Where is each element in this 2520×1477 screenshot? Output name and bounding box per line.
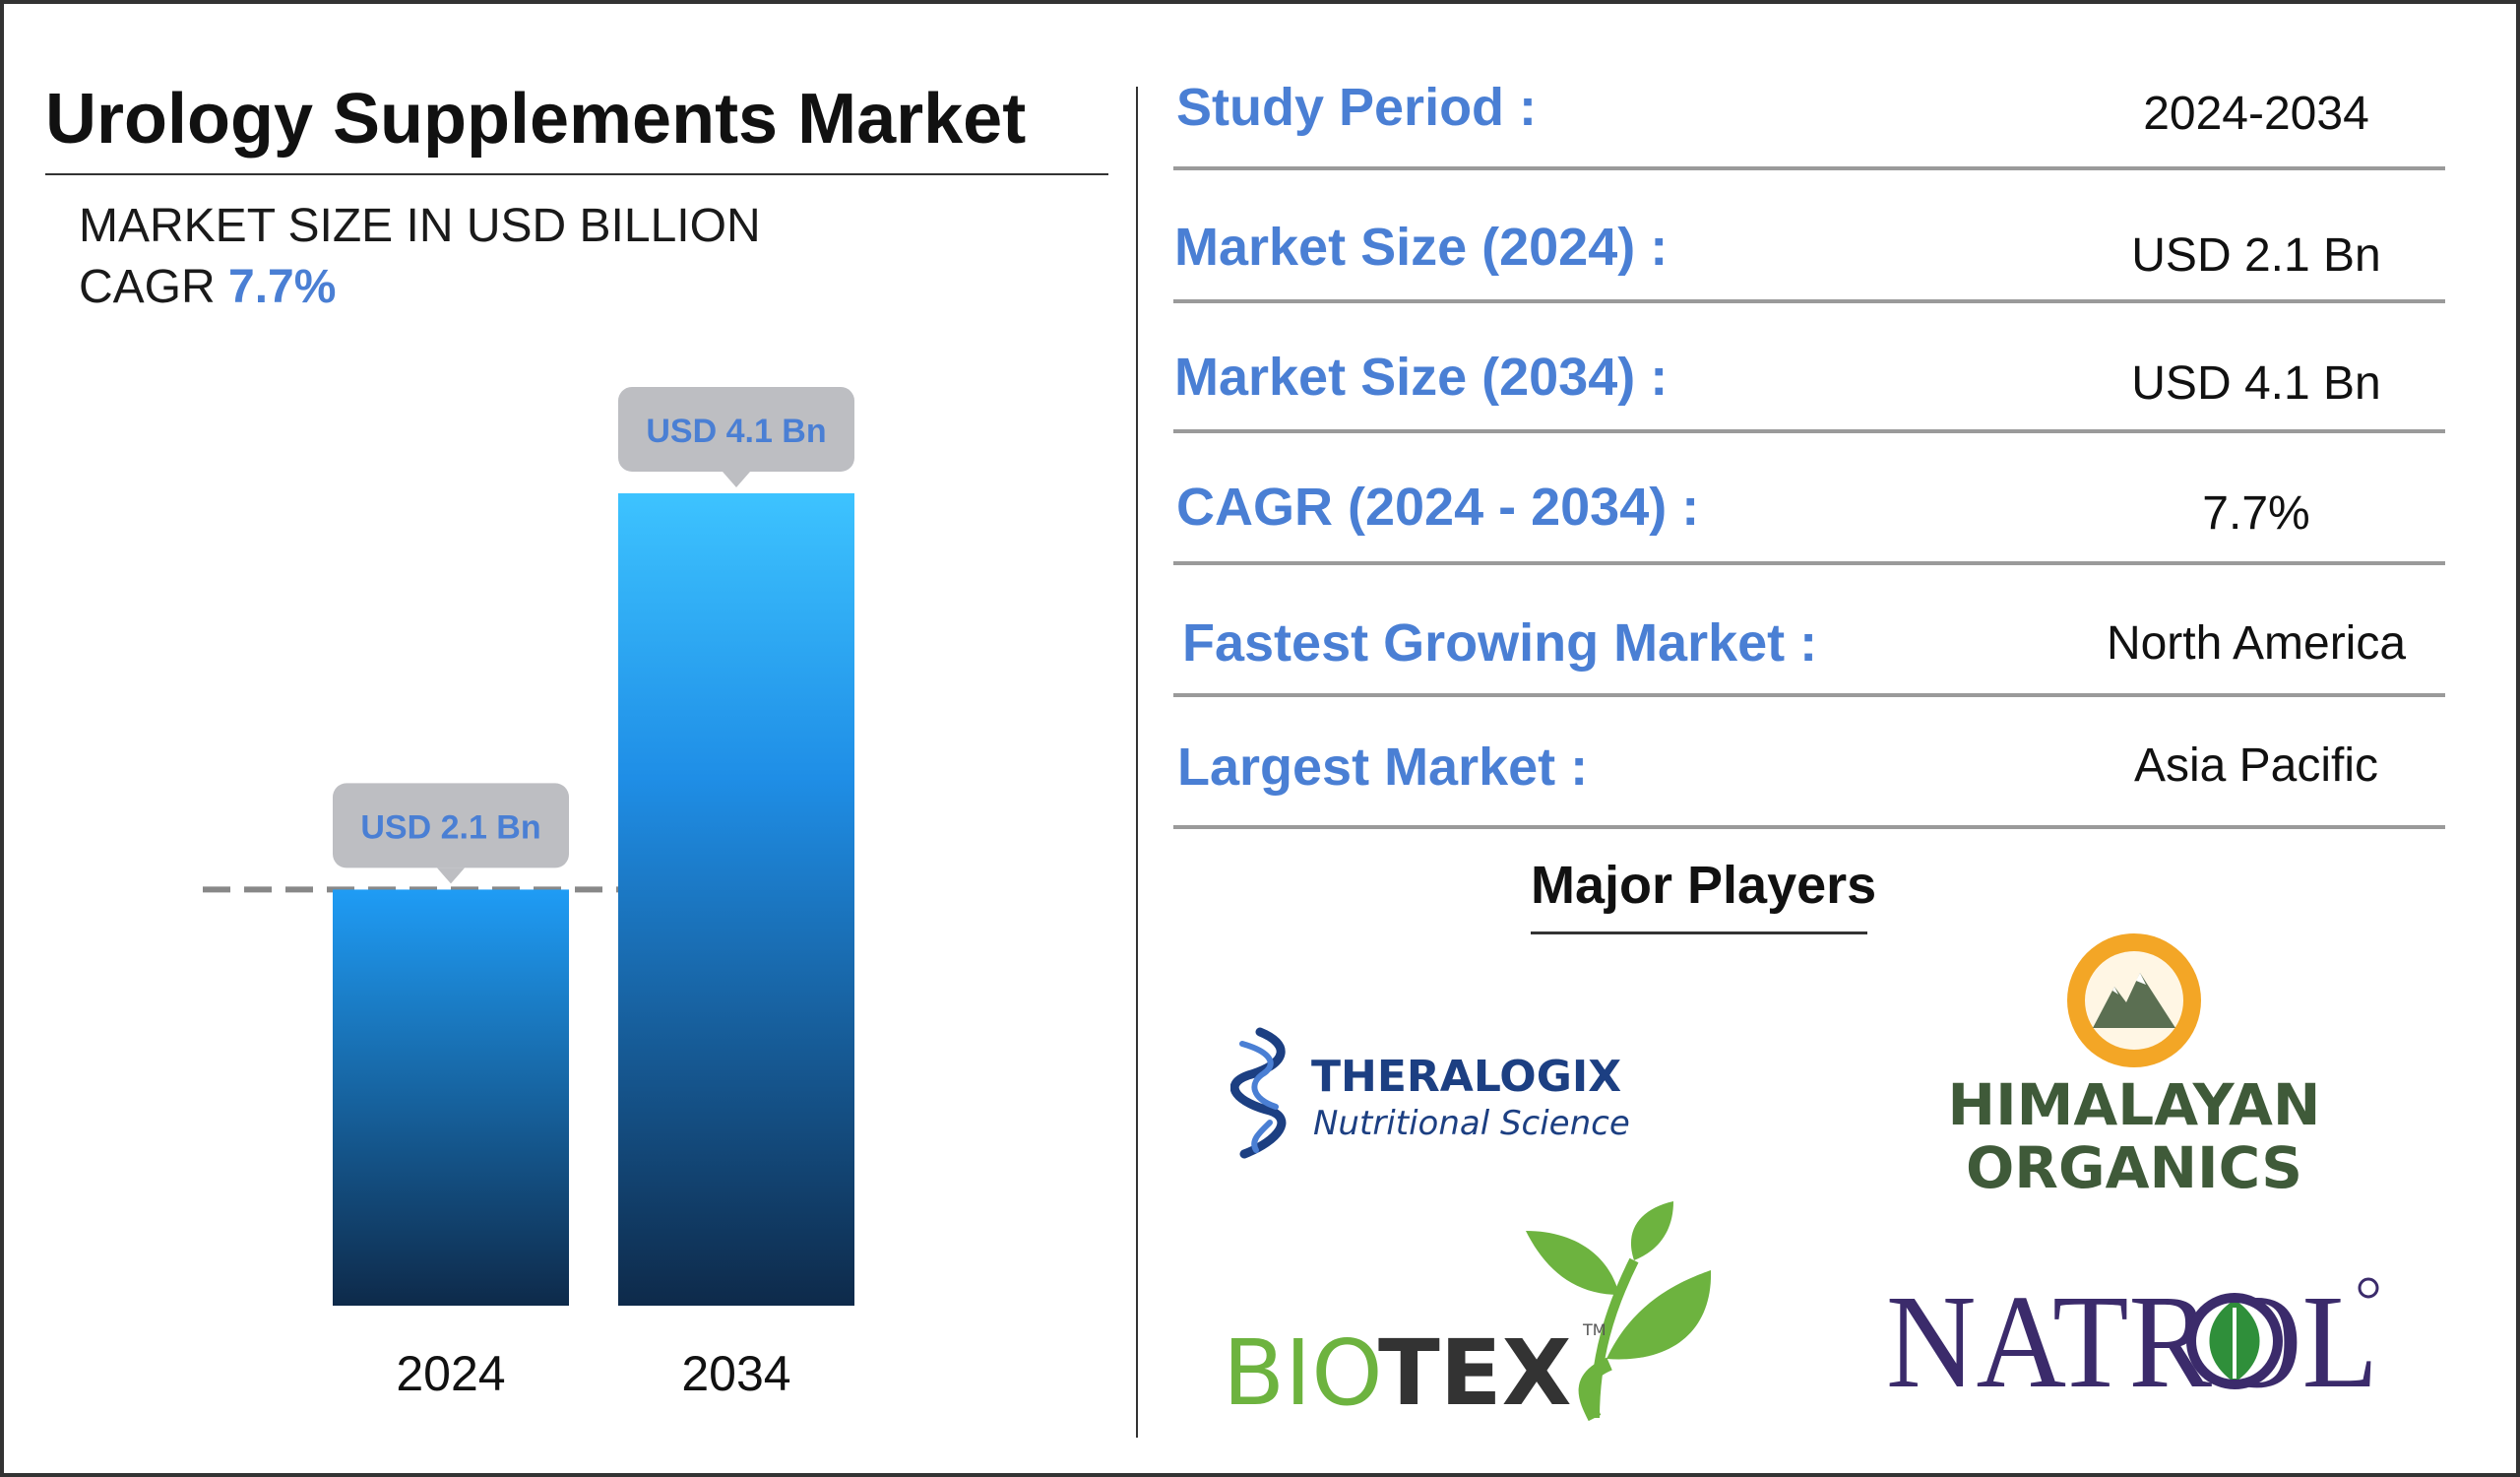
biotex-logo: BIO TEX TM	[1223, 1201, 1712, 1426]
stat-divider	[1173, 429, 2445, 433]
data-label: USD 4.1 Bn	[646, 413, 826, 450]
stat-value-market-size-2034: USD 4.1 Bn	[2131, 357, 2381, 410]
himalayan-line2: ORGANICS	[1966, 1134, 2302, 1201]
stat-divider	[1173, 166, 2445, 170]
major-players-title: Major Players	[1531, 856, 1877, 915]
data-label-callout: USD 2.1 Bn	[333, 783, 569, 884]
leaf-sprout-icon	[1526, 1201, 1712, 1422]
stat-label-largest-market: Largest Market :	[1177, 738, 1589, 797]
biotex-trademark: TM	[1582, 1320, 1606, 1339]
leaf-icon	[2186, 1293, 2283, 1389]
cagr-label: CAGR	[79, 261, 229, 313]
page-title: Urology Supplements Market	[45, 80, 1027, 159]
stat-divider	[1173, 825, 2445, 829]
chart-subtitle: MARKET SIZE IN USD BILLION	[79, 200, 761, 252]
himalayan-organics-logo: HIMALAYAN ORGANICS	[1948, 933, 2321, 1201]
stat-value-fastest-growing: North America	[2106, 617, 2407, 670]
stat-label-market-size-2034: Market Size (2034) :	[1174, 348, 1669, 407]
stat-label-cagr: CAGR (2024 - 2034) :	[1176, 478, 1700, 537]
stat-divider	[1173, 693, 2445, 697]
dna-helix-icon	[1230, 1027, 1287, 1159]
category-label: 2034	[681, 1346, 790, 1401]
vertical-divider	[1136, 87, 1138, 1438]
bar-chart: USD 2.1 Bn 2024 USD 4.1 Bn 2034	[203, 386, 858, 1401]
data-label: USD 2.1 Bn	[360, 808, 540, 846]
stat-label-market-size-2024: Market Size (2024) :	[1174, 218, 1669, 277]
mountain-badge-icon	[2067, 933, 2201, 1067]
biotex-part1: BIO	[1223, 1320, 1383, 1426]
stat-divider	[1173, 299, 2445, 303]
theralogix-name: THERALOGIX	[1311, 1052, 1621, 1102]
stat-value-market-size-2024: USD 2.1 Bn	[2131, 229, 2381, 282]
stat-label-study-period: Study Period :	[1176, 78, 1538, 137]
major-players-underline	[1531, 931, 1867, 934]
stat-divider	[1173, 561, 2445, 565]
registered-mark-icon	[2358, 1277, 2379, 1299]
bar-2034	[618, 492, 854, 1306]
cagr-value: 7.7%	[228, 261, 337, 313]
biotex-part2: TEX	[1378, 1320, 1572, 1426]
stat-value-study-period: 2024-2034	[2143, 88, 2369, 140]
data-label-callout: USD 4.1 Bn	[618, 386, 854, 487]
natrol-logo: NATROL	[1886, 1268, 2379, 1416]
bar-2024	[333, 889, 569, 1306]
theralogix-tagline: Nutritional Science	[1313, 1104, 1630, 1143]
natrol-name: NATROL	[1886, 1268, 2378, 1416]
stat-value-cagr: 7.7%	[2202, 487, 2310, 540]
title-underline	[45, 173, 1108, 175]
himalayan-line1: HIMALAYAN	[1948, 1071, 2321, 1138]
stat-label-fastest-growing: Fastest Growing Market :	[1182, 613, 1818, 673]
cagr-summary: CAGR 7.7%	[79, 260, 336, 314]
category-label: 2024	[396, 1346, 505, 1401]
stat-value-largest-market: Asia Pacific	[2133, 739, 2379, 792]
theralogix-logo: THERALOGIX Nutritional Science	[1230, 1027, 1630, 1159]
